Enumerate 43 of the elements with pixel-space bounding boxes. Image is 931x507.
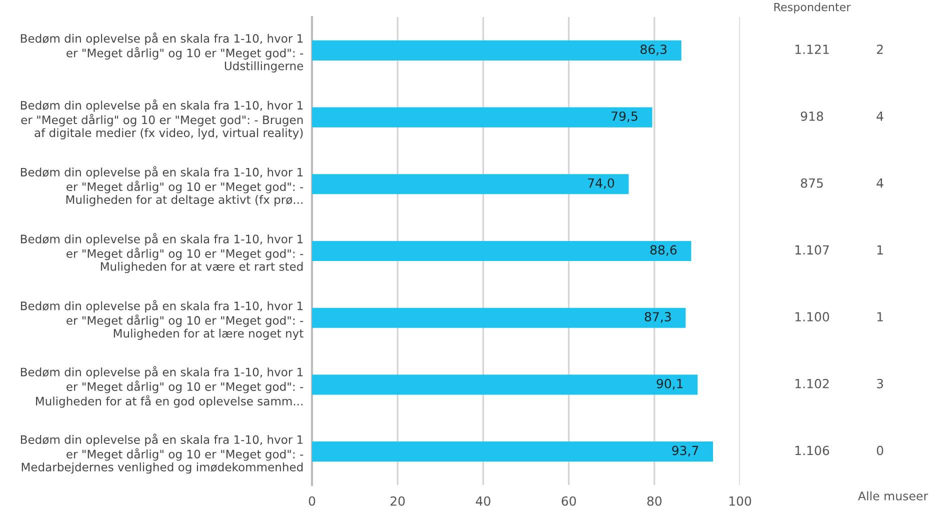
bar: [312, 174, 629, 194]
data-label: 87,3: [644, 312, 671, 323]
bar: [312, 107, 652, 128]
text: 1.107: [795, 245, 829, 255]
text: 4: [876, 112, 884, 121]
bar: [312, 40, 682, 60]
text: 1.102: [795, 378, 829, 388]
x-tick-label: 80: [647, 496, 662, 506]
x-tick-label: 20: [390, 496, 405, 506]
y-tick-label: Bedøm din oplevelse på en skala fra 1-10, hvor 1 er "Meget dårlig" og 10 er "Meget god": - Muligheden for at være et rart sted: [20, 233, 304, 274]
text: 918: [800, 111, 824, 121]
bar: [312, 308, 686, 328]
x-tick-label: 40: [476, 496, 490, 506]
text: 1.106: [795, 446, 830, 456]
x-tick-label: 0: [308, 496, 316, 506]
y-tick-label: Bedøm din oplevelse på en skala fra 1-10, hvor 1 er "Meget dårlig" og 10 er "Meget god": - Muligheden for at deltage aktivt (fx prø...: [20, 166, 304, 206]
text: 1.100: [795, 312, 830, 322]
text: 2: [876, 44, 883, 54]
text: 875: [800, 178, 823, 188]
text: 0: [876, 446, 884, 456]
text: Respondenter: [774, 2, 851, 14]
x-tick-label: 60: [562, 496, 576, 506]
x-tick-label: 100: [729, 496, 752, 506]
y-tick-label: Bedøm din oplevelse på en skala fra 1-10, hvor 1 er "Meget dårlig" og 10 er "Meget god": - Brugen af digitale medier (fx video, lyd, virtual reality): [20, 99, 303, 140]
text: 1: [877, 245, 883, 254]
data-label: 86,3: [640, 44, 667, 56]
data-label: 74,0: [588, 178, 614, 190]
bar: [312, 240, 692, 262]
data-label: 79,5: [612, 111, 638, 122]
text: 1: [877, 312, 883, 322]
bar: [312, 442, 714, 462]
data-label: 93,7: [672, 446, 698, 456]
data-label: 90,1: [656, 378, 683, 390]
y-tick-label: Bedøm din oplevelse på en skala fra 1-10, hvor 1 er "Meget dårlig" og 10 er "Meget god": - Muligheden for at lære noget nyt: [20, 300, 304, 340]
text: Alle museer: [858, 491, 928, 500]
text: 1.121: [795, 44, 829, 54]
y-tick-label: Bedøm din oplevelse på en skala fra 1-10, hvor 1 er "Meget dårlig" og 10 er "Meget god": - Udstillingerne: [20, 32, 304, 72]
bar: [312, 374, 698, 395]
y-tick-label: Bedøm din oplevelse på en skala fra 1-10, hvor 1 er "Meget dårlig" og 10 er "Meget god": - Medarbejdernes venlighed og imødekommenhed: [20, 434, 304, 474]
data-label: 88,6: [650, 245, 677, 256]
text: 3: [877, 378, 883, 388]
text: 4: [876, 178, 884, 188]
y-tick-label: Bedøm din oplevelse på en skala fra 1-10, hvor 1 er "Meget dårlig" og 10 er "Meget god": - Muligheden for at få en god oplevelse samm...: [20, 366, 304, 408]
